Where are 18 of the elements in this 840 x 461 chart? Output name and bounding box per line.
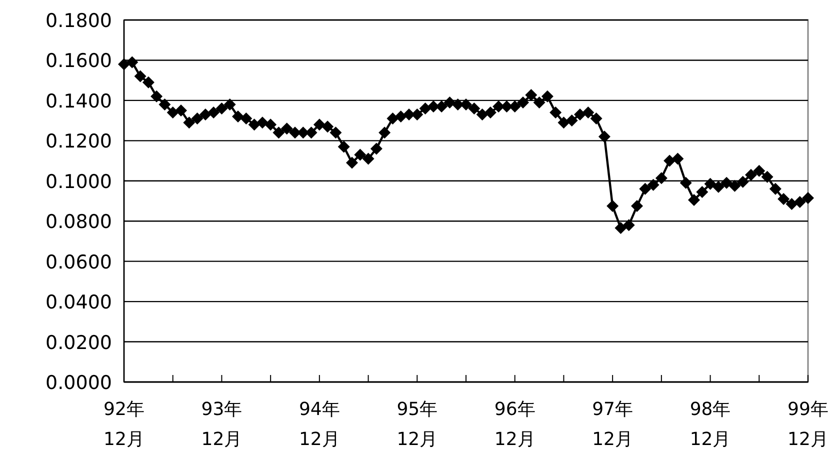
y-tick-label: 0.0000: [46, 372, 112, 394]
x-tick-label: 98年 12月: [690, 399, 731, 450]
y-tick-label: 0.1000: [46, 170, 112, 193]
y-tick-label: 0.0600: [46, 251, 112, 274]
x-tick-label: 93年 12月: [201, 399, 242, 450]
x-tick-label: 97年 12月: [592, 399, 634, 450]
y-tick-label: 0.1400: [46, 90, 112, 112]
x-tick-label: 92年 12月: [104, 399, 144, 450]
y-tick-label: 0.0200: [46, 332, 112, 354]
x-tick-label: 96年 12月: [494, 399, 536, 450]
y-tick-label: 0.0800: [46, 211, 112, 234]
y-tick-label: 0.1200: [46, 130, 112, 153]
x-tick-label: 95年 12月: [396, 399, 438, 450]
y-tick-label: 0.1600: [46, 50, 112, 72]
y-tick-label: 0.1800: [46, 10, 112, 32]
x-tick-label: 99年 12月: [788, 399, 828, 450]
y-tick-label: 0.0400: [46, 292, 112, 314]
x-tick-label: 94年 12月: [298, 399, 340, 450]
